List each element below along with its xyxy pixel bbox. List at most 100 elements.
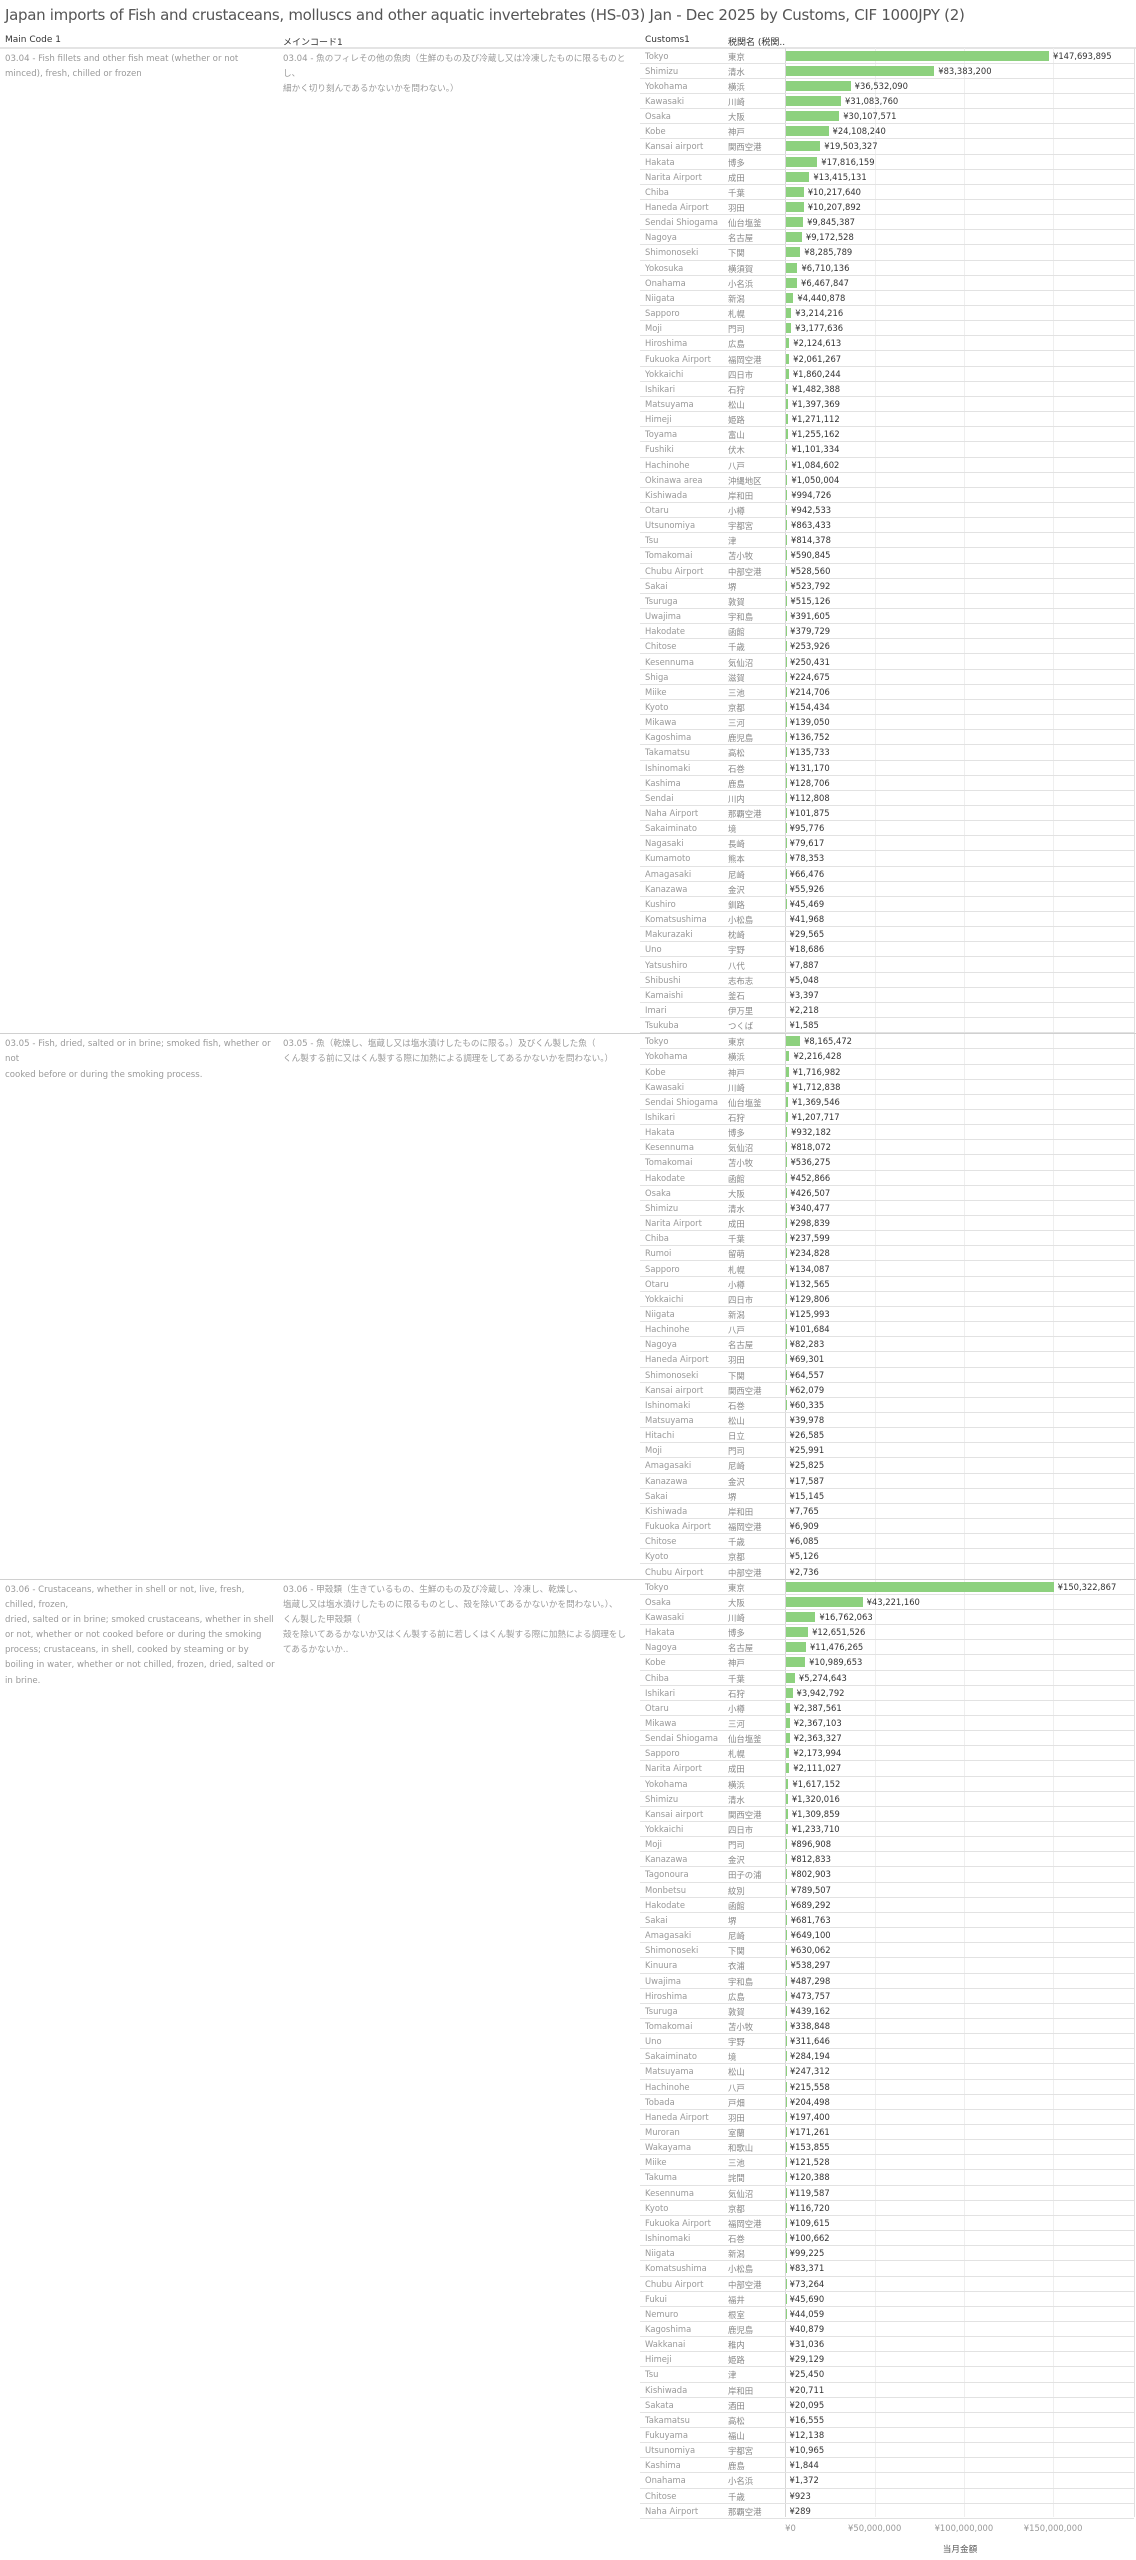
table-row[interactable]: Yokohama 横浜 ¥36,532,090 [640, 79, 1134, 94]
table-row[interactable]: Tomakomai 苫小牧 ¥590,845 [640, 548, 1134, 564]
table-row[interactable]: Niigata 新潟 ¥99,225 [640, 2246, 1134, 2262]
table-row[interactable]: Wakayama 和歌山 ¥153,855 [640, 2140, 1134, 2156]
table-row[interactable]: Nagoya 名古屋 ¥82,283 [640, 1337, 1134, 1353]
table-row[interactable]: Chubu Airport 中部空港 ¥528,560 [640, 564, 1134, 579]
table-row[interactable]: Kamaishi 釜石 ¥3,397 [640, 988, 1134, 1003]
bar-mark[interactable] [785, 217, 804, 228]
table-row[interactable]: Onahama 小名浜 ¥1,372 [640, 2473, 1134, 2489]
table-row[interactable]: Shibushi 志布志 ¥5,048 [640, 973, 1134, 988]
table-row[interactable]: Tsu 津 ¥25,450 [640, 2367, 1134, 2383]
table-row[interactable]: Tagonoura 田子の浦 ¥802,903 [640, 1867, 1134, 1883]
table-row[interactable]: Naha Airport 那覇空港 ¥101,875 [640, 806, 1134, 822]
table-row[interactable]: Moji 門司 ¥896,908 [640, 1837, 1134, 1853]
table-row[interactable]: Hakata 博多 ¥17,816,159 [640, 155, 1134, 170]
table-row[interactable]: Naha Airport 那覇空港 ¥289 [640, 2504, 1134, 2519]
table-row[interactable]: Kanazawa 金沢 ¥812,833 [640, 1852, 1134, 1868]
table-row[interactable]: Hakodate 函館 ¥379,729 [640, 624, 1134, 640]
table-row[interactable]: Onahama 小名浜 ¥6,467,847 [640, 276, 1134, 291]
table-row[interactable]: Shimonoseki 下関 ¥64,557 [640, 1368, 1134, 1383]
table-row[interactable]: Takuma 詫間 ¥120,388 [640, 2170, 1134, 2186]
table-row[interactable]: Sendai Shiogama 仙台塩釜 ¥9,845,387 [640, 215, 1134, 231]
bar-mark[interactable] [785, 1869, 787, 1880]
table-row[interactable]: Sakaiminato 境 ¥284,194 [640, 2049, 1134, 2065]
table-row[interactable]: Takamatsu 高松 ¥16,555 [640, 2413, 1134, 2429]
bar-mark[interactable] [785, 1581, 1054, 1592]
bar-mark[interactable] [785, 353, 790, 364]
table-row[interactable]: Chiba 千葉 ¥5,274,643 [640, 1671, 1134, 1686]
table-row[interactable]: Nemuro 根室 ¥44,059 [640, 2307, 1134, 2322]
table-row[interactable]: Tokyo 東京 ¥147,693,895 [640, 49, 1134, 64]
table-row[interactable]: Uwajima 宇和島 ¥391,605 [640, 609, 1134, 625]
bar-mark[interactable] [785, 1854, 787, 1865]
header-main-code[interactable]: Main Code 1 [5, 35, 61, 45]
bar-mark[interactable] [785, 1899, 787, 1910]
table-row[interactable]: Hitachi 日立 ¥26,585 [640, 1428, 1134, 1444]
bar-mark[interactable] [785, 611, 787, 622]
bar-mark[interactable] [785, 1657, 806, 1668]
bar-mark[interactable] [785, 474, 788, 485]
table-row[interactable]: Sakai 堺 ¥523,792 [640, 579, 1134, 594]
bar-mark[interactable] [785, 1202, 787, 1213]
table-row[interactable]: Kobe 神戸 ¥10,989,653 [640, 1655, 1134, 1671]
bar-mark[interactable] [785, 1945, 787, 1956]
bar-mark[interactable] [785, 1717, 790, 1728]
table-row[interactable]: Shimizu 清水 ¥1,320,016 [640, 1792, 1134, 1807]
table-row[interactable]: Matsuyama 松山 ¥39,978 [640, 1413, 1134, 1429]
table-row[interactable]: Chitose 千歳 ¥923 [640, 2489, 1134, 2504]
table-row[interactable]: Osaka 大阪 ¥426,507 [640, 1186, 1134, 1201]
table-row[interactable]: Kashima 鹿島 ¥128,706 [640, 776, 1134, 791]
table-row[interactable]: Chitose 千歳 ¥253,926 [640, 639, 1134, 655]
bar-mark[interactable] [785, 1187, 787, 1198]
table-row[interactable]: Fukuoka Airport 福岡空港 ¥6,909 [640, 1519, 1134, 1535]
table-row[interactable]: Kumamoto 熊本 ¥78,353 [640, 851, 1134, 867]
table-row[interactable]: Sapporo 札幌 ¥134,087 [640, 1262, 1134, 1277]
table-row[interactable]: Hakodate 函館 ¥452,866 [640, 1171, 1134, 1186]
table-row[interactable]: Rumoi 留萌 ¥234,828 [640, 1246, 1134, 1262]
table-row[interactable]: Kyoto 京都 ¥5,126 [640, 1549, 1134, 1565]
bar-mark[interactable] [785, 277, 798, 288]
table-row[interactable]: Ishinomaki 石巻 ¥100,662 [640, 2231, 1134, 2247]
table-row[interactable]: Kansai airport 関西空港 ¥19,503,327 [640, 139, 1134, 155]
table-row[interactable]: Sakata 酒田 ¥20,095 [640, 2398, 1134, 2413]
table-row[interactable]: Fukui 福井 ¥45,690 [640, 2292, 1134, 2307]
bar-mark[interactable] [785, 1839, 788, 1850]
table-row[interactable]: Chiba 千葉 ¥237,599 [640, 1231, 1134, 1247]
table-row[interactable]: Kesennuma 気仙沼 ¥119,587 [640, 2186, 1134, 2201]
bar-mark[interactable] [785, 1642, 806, 1653]
bar-mark[interactable] [785, 1702, 790, 1713]
table-row[interactable]: Sakai 堺 ¥681,763 [640, 1913, 1134, 1929]
bar-mark[interactable] [785, 141, 821, 152]
table-row[interactable]: Nagoya 名古屋 ¥9,172,528 [640, 230, 1134, 246]
bar-mark[interactable] [785, 1218, 787, 1229]
bar-mark[interactable] [785, 1793, 788, 1804]
bar-mark[interactable] [785, 262, 798, 273]
table-row[interactable]: Kishiwada 岸和田 ¥994,726 [640, 488, 1134, 503]
bar-mark[interactable] [785, 1914, 787, 1925]
table-row[interactable]: Shimonoseki 下関 ¥8,285,789 [640, 245, 1134, 261]
bar-mark[interactable] [785, 2020, 787, 2031]
bar-mark[interactable] [785, 1672, 795, 1683]
table-row[interactable]: Komatsushima 小松島 ¥83,371 [640, 2261, 1134, 2277]
bar-mark[interactable] [785, 247, 801, 258]
header-customs-jp[interactable]: 税関名 (税関.. [728, 38, 786, 48]
table-row[interactable]: Himeji 姫路 ¥29,129 [640, 2352, 1134, 2368]
table-row[interactable]: Chiba 千葉 ¥10,217,640 [640, 185, 1134, 200]
bar-mark[interactable] [785, 580, 787, 591]
table-row[interactable]: Shimonoseki 下関 ¥630,062 [640, 1943, 1134, 1959]
table-row[interactable]: Yokosuka 横須賀 ¥6,710,136 [640, 261, 1134, 276]
bar-mark[interactable] [785, 1960, 787, 1971]
table-row[interactable]: Tsuruga 敦賀 ¥515,126 [640, 594, 1134, 610]
table-row[interactable]: Fukuoka Airport 福岡空港 ¥109,615 [640, 2216, 1134, 2232]
table-row[interactable]: Otaru 小樽 ¥942,533 [640, 503, 1134, 519]
table-row[interactable]: Niigata 新潟 ¥125,993 [640, 1307, 1134, 1323]
table-row[interactable]: Osaka 大阪 ¥43,221,160 [640, 1595, 1134, 1610]
table-row[interactable]: Himeji 姫路 ¥1,271,112 [640, 412, 1134, 428]
table-row[interactable]: Wakkanai 稚内 ¥31,036 [640, 2337, 1134, 2353]
table-row[interactable]: Shimizu 清水 ¥83,383,200 [640, 64, 1134, 79]
table-row[interactable]: Haneda Airport 羽田 ¥197,400 [640, 2110, 1134, 2126]
table-row[interactable]: Yokkaichi 四日市 ¥129,806 [640, 1292, 1134, 1307]
table-row[interactable]: Tomakomai 苫小牧 ¥536,275 [640, 1155, 1134, 1171]
table-row[interactable]: Mikawa 三河 ¥2,367,103 [640, 1716, 1134, 1732]
bar-mark[interactable] [785, 368, 789, 379]
table-row[interactable]: Kagoshima 鹿児島 ¥40,879 [640, 2322, 1134, 2338]
